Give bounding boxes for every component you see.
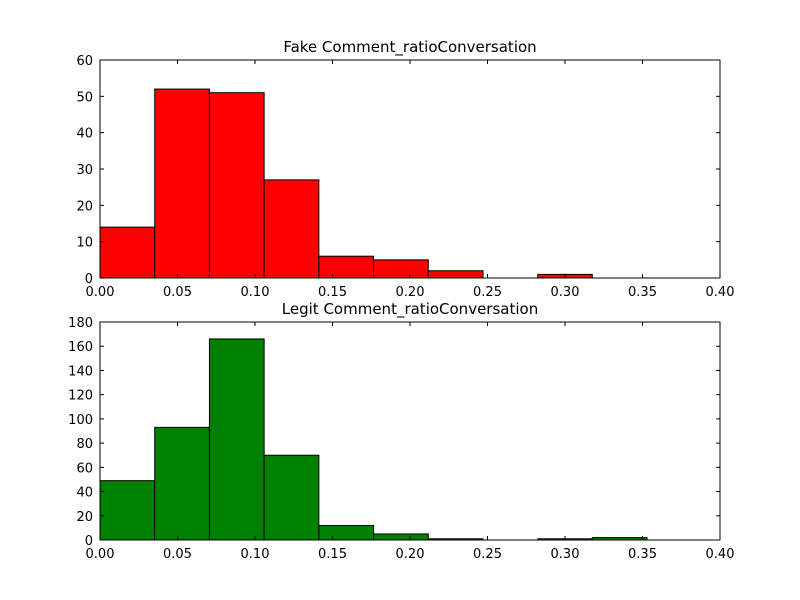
legit-xtick-label-3: 0.15	[318, 547, 347, 562]
fake-ytick-label-3: 30	[76, 163, 93, 178]
fake-xtick-label-0: 0.00	[86, 285, 115, 300]
legit-xtick-label-1: 0.05	[163, 547, 192, 562]
fake-bar-5	[373, 259, 429, 279]
fake-xtick-label-4: 0.20	[396, 285, 425, 300]
fake-bar-6	[427, 270, 484, 279]
legit-ytick-label-3: 60	[76, 461, 93, 476]
fake-ytick-label-4: 40	[76, 127, 93, 142]
legit-histogram: Legit Comment_ratioConversation 0.00 0.05…	[68, 300, 734, 562]
fake-ytick-label-5: 50	[76, 90, 93, 105]
fake-xtick-label-8: 0.40	[706, 285, 735, 300]
legit-bars	[99, 338, 648, 541]
fake-xtick-label-7: 0.35	[628, 285, 657, 300]
legit-ytick-label-7: 140	[68, 364, 93, 379]
fake-ytick-label-6: 60	[76, 54, 93, 69]
fake-bar-1	[154, 88, 210, 279]
fake-bars	[99, 88, 593, 279]
legit-ytick-label-0: 0	[85, 534, 93, 549]
legit-ytick-label-2: 40	[76, 486, 93, 501]
fake-histogram: Fake Comment_ratioConversation 0.00 0.05 0…	[76, 38, 734, 300]
legit-ytick-label-5: 100	[68, 413, 93, 428]
legit-xtick-label-2: 0.10	[241, 547, 270, 562]
fake-bar-4	[318, 255, 375, 279]
legit-xtick-label-8: 0.40	[706, 547, 735, 562]
fake-chart-title: Fake Comment_ratioConversation	[283, 38, 536, 57]
fake-bar-3	[263, 179, 320, 279]
legit-ytick-label-8: 160	[68, 340, 93, 355]
legit-xtick-label-7: 0.35	[628, 547, 657, 562]
legit-bar-2	[208, 338, 265, 541]
legit-bar-1	[154, 426, 210, 541]
fake-ticks: 0.00 0.05 0.10 0.15 0.20 0.25 0.30 0.35 0.40 0 10 2…	[76, 54, 734, 300]
legit-ytick-label-6: 120	[68, 389, 93, 404]
legit-xtick-label-6: 0.30	[551, 547, 580, 562]
legit-xtick-label-0: 0.00	[86, 547, 115, 562]
fake-ytick-label-0: 0	[85, 272, 93, 287]
fake-xtick-label-1: 0.05	[163, 285, 192, 300]
fake-xtick-label-2: 0.10	[241, 285, 270, 300]
legit-chart-title: Legit Comment_ratioConversation	[282, 300, 538, 319]
legit-ytick-label-9: 180	[68, 316, 93, 331]
legit-xtick-label-4: 0.20	[396, 547, 425, 562]
legit-ticks: 0.00 0.05 0.10 0.15 0.20 0.25 0.30 0.35 0.40 0 20 4…	[68, 316, 734, 562]
fake-bar-0	[99, 226, 156, 279]
legit-bar-0	[99, 480, 156, 541]
fake-bar-2	[208, 92, 265, 279]
legit-bar-5	[373, 533, 429, 541]
fake-xtick-label-3: 0.15	[318, 285, 347, 300]
fake-xtick-label-5: 0.25	[473, 285, 502, 300]
legit-bar-4	[318, 524, 375, 541]
legit-xtick-label-5: 0.25	[473, 547, 502, 562]
legit-ytick-label-1: 20	[76, 510, 93, 525]
fake-ytick-label-2: 20	[76, 199, 93, 214]
legit-ytick-label-4: 80	[76, 437, 93, 452]
legit-bar-3	[263, 454, 320, 541]
fake-ytick-label-1: 10	[76, 236, 93, 251]
fake-xtick-label-6: 0.30	[551, 285, 580, 300]
